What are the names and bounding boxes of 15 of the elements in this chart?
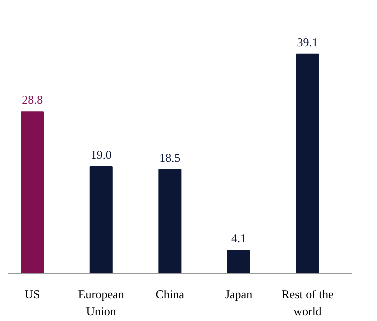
bar <box>90 166 113 274</box>
data-label: 39.1 <box>297 35 318 50</box>
bar <box>227 250 250 274</box>
bar <box>21 112 44 274</box>
data-label: 18.5 <box>160 150 181 165</box>
x-tick-label: Japan <box>225 288 253 302</box>
bar <box>158 169 182 274</box>
data-label: 19.0 <box>90 148 112 162</box>
x-tick-label: Rest of the world <box>282 288 334 318</box>
data-label: 4.1 <box>231 232 246 246</box>
data-label: 28.8 <box>22 93 44 108</box>
x-tick-label: China <box>156 288 186 302</box>
bar <box>296 54 320 274</box>
x-tick-label: European Union <box>78 288 124 318</box>
x-tick-label: US <box>24 288 40 302</box>
